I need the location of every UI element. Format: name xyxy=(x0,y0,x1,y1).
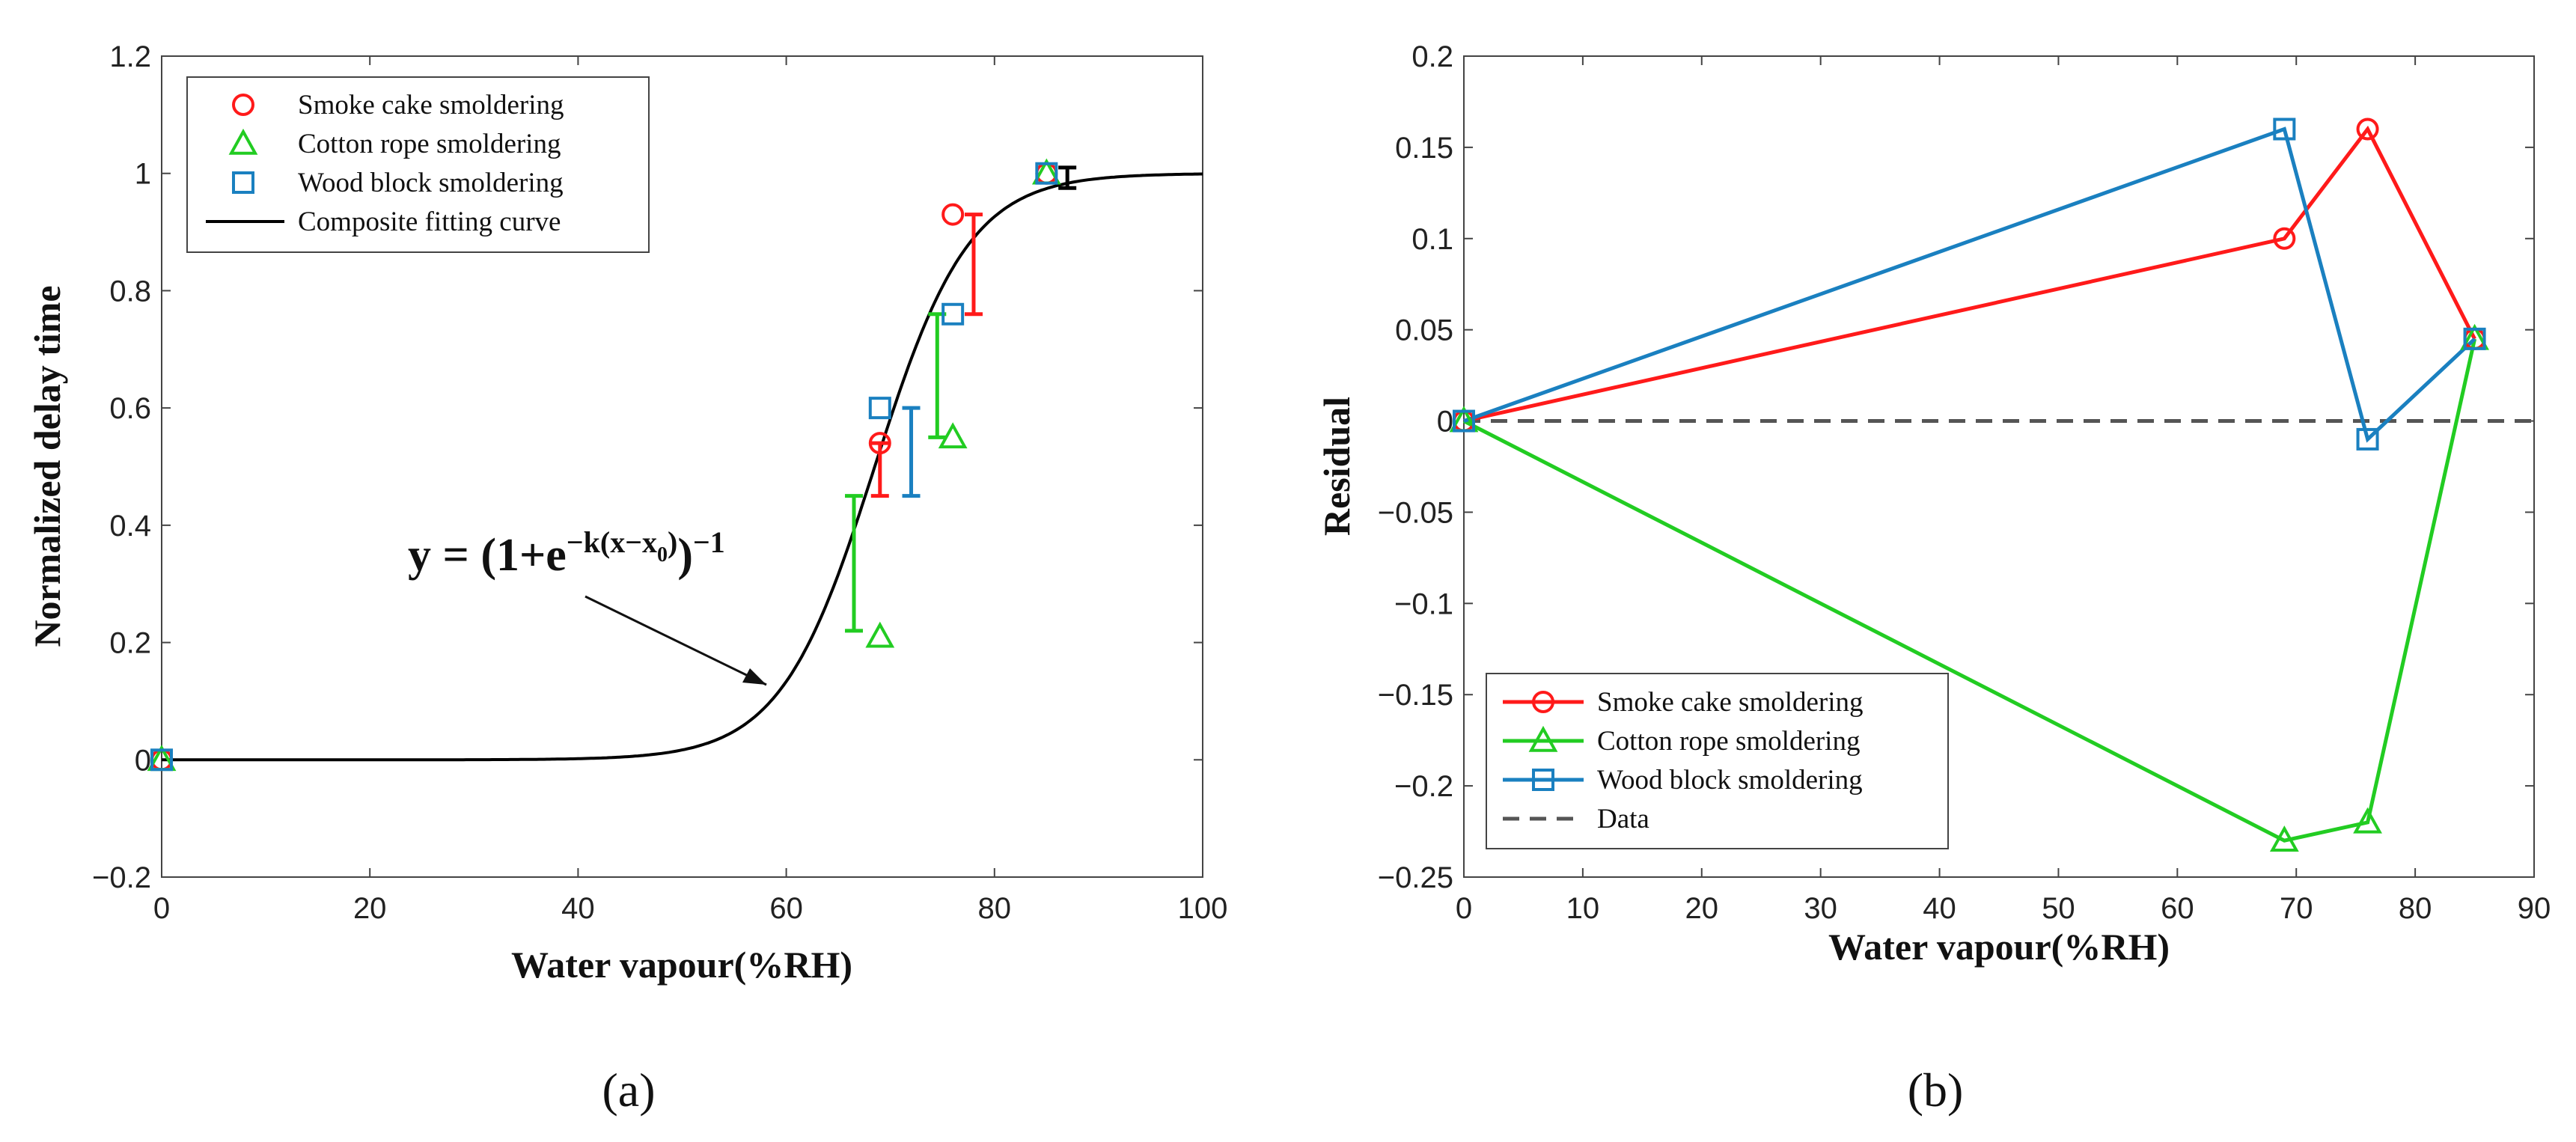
legend-item-fitting-curve: Composite fitting curve xyxy=(298,207,561,237)
fit-curve xyxy=(162,172,1203,762)
data-points-b xyxy=(1449,117,2489,852)
data-point-square xyxy=(1453,409,1475,433)
legend-key-circle xyxy=(1532,691,1554,713)
data-point-triangle xyxy=(938,422,968,449)
x-tick-label: 20 xyxy=(1685,892,1719,925)
y-tick-label: 0.6 xyxy=(109,392,151,425)
x-tick-label: 100 xyxy=(1178,892,1228,925)
legend-item-smoke-cake-b: Smoke cake smoldering xyxy=(1597,687,1864,718)
legend-item-data: Data xyxy=(1597,804,1649,834)
y-tick-label: 0.4 xyxy=(109,510,151,543)
data-point-circle xyxy=(2273,227,2296,250)
x-tick-label: 20 xyxy=(353,892,387,925)
data-point-square xyxy=(1035,162,1058,185)
legend-key-triangle xyxy=(1528,725,1558,752)
legend-item-wood-block: Wood block smoldering xyxy=(298,168,564,198)
y-tick-label: 0.1 xyxy=(1411,223,1453,256)
x-tick-label: 40 xyxy=(1923,892,1956,925)
x-tick-label: 70 xyxy=(2280,892,2313,925)
data-point-square xyxy=(868,397,891,420)
legend-item-cotton-rope-b: Cotton rope smoldering xyxy=(1597,726,1860,757)
y-axis-title-b: Residual xyxy=(1316,397,1358,536)
axis-ticks-a: 0 20 40 60 80 100−0.200.20.40.60.811.2 xyxy=(92,40,1227,925)
legend-a: Smoke cake smoldering Cotton rope smolde… xyxy=(186,76,650,253)
equation-arrow xyxy=(585,595,767,686)
error-bar xyxy=(928,312,947,439)
axis-ticks-b: 0 10 20 30 40 50 60 70 80 90 −0.25 −0.2 −0.15 −0.1 −0.… xyxy=(1378,40,2551,925)
x-tick-label: 10 xyxy=(1566,892,1600,925)
legend-b: Smoke cake smoldering Cotton rope smolde… xyxy=(1486,673,1949,849)
legend-key-triangle xyxy=(228,128,258,155)
x-tick-label: 80 xyxy=(978,892,1012,925)
legend-item-wood-block-b: Wood block smoldering xyxy=(1597,765,1863,796)
fit-curve-group xyxy=(162,172,1203,762)
x-tick-label: 0 xyxy=(153,892,170,925)
y-axis-title-a: Normalized delay time xyxy=(26,285,68,647)
equation-annotation: y = (1+e−k(x−x0))−1 xyxy=(408,525,725,581)
data-point-square xyxy=(941,302,965,326)
y-tick-label: −0.2 xyxy=(1394,770,1453,803)
series-line xyxy=(1462,338,2477,843)
plot-frame-a xyxy=(161,55,1203,878)
error-bar xyxy=(845,494,864,633)
series-line xyxy=(1463,126,2476,443)
x-axis-title-b: Water vapour(%RH) xyxy=(1828,926,2170,968)
y-tick-label: 0.15 xyxy=(1395,132,1453,165)
data-point-circle xyxy=(868,432,891,455)
legend-a-keys xyxy=(206,94,284,223)
panel-b: 0 10 20 30 40 50 60 70 80 90 −0.25 −0.2 −0.15 −0.1 −0.… xyxy=(1316,40,2551,1117)
data-point-triangle xyxy=(2269,825,2299,852)
y-tick-label: −0.15 xyxy=(1378,679,1453,712)
legend-b-keys xyxy=(1503,691,1584,821)
data-point-square xyxy=(2463,327,2486,350)
x-axis-title-a: Water vapour(%RH) xyxy=(511,944,852,986)
y-tick-label: −0.1 xyxy=(1394,587,1453,620)
y-tick-label: 1.2 xyxy=(109,40,151,73)
y-tick-label: 0.05 xyxy=(1395,314,1453,347)
x-tick-label: 80 xyxy=(2399,892,2432,925)
data-point-triangle xyxy=(2353,807,2382,834)
legend-key-square xyxy=(1532,769,1554,791)
y-tick-label: 0 xyxy=(1437,406,1453,439)
data-point-circle xyxy=(2356,117,2379,141)
x-tick-label: 60 xyxy=(769,892,803,925)
x-tick-label: 90 xyxy=(2518,892,2551,925)
x-tick-label: 40 xyxy=(561,892,595,925)
error-bar xyxy=(964,213,983,317)
series-line xyxy=(1463,125,2476,424)
legend-item-cotton-rope: Cotton rope smoldering xyxy=(298,129,561,159)
y-tick-label: −0.05 xyxy=(1378,496,1453,529)
data-point-triangle xyxy=(865,621,895,648)
y-tick-label: 1 xyxy=(135,158,151,191)
y-tick-label: 0 xyxy=(135,744,151,777)
data-points-a xyxy=(147,158,1061,772)
panel-label-a: (a) xyxy=(602,1063,655,1117)
legend-key-circle xyxy=(232,94,254,116)
legend-item-smoke-cake: Smoke cake smoldering xyxy=(298,90,564,120)
x-tick-label: 60 xyxy=(2161,892,2194,925)
data-point-circle xyxy=(941,203,965,226)
y-tick-label: −0.2 xyxy=(92,861,151,894)
panel-a: 0 20 40 60 80 100−0.200.20.40.60.811.2 y = (1… xyxy=(26,40,1227,1117)
data-point-square xyxy=(2273,117,2296,141)
y-tick-label: 0.2 xyxy=(1411,40,1453,73)
x-tick-label: 0 xyxy=(1456,892,1472,925)
y-tick-label: −0.25 xyxy=(1378,861,1453,894)
panel-label-b: (b) xyxy=(1908,1063,1964,1117)
error-bar xyxy=(902,406,921,498)
legend-key-square xyxy=(232,171,254,194)
data-point-square xyxy=(150,748,173,772)
error-bar xyxy=(1058,165,1077,190)
plot-frame-b xyxy=(1463,55,2535,878)
y-tick-label: 0.2 xyxy=(109,627,151,660)
series-lines-b xyxy=(1462,125,2477,843)
x-tick-label: 50 xyxy=(2042,892,2075,925)
x-tick-label: 30 xyxy=(1804,892,1837,925)
y-tick-label: 0.8 xyxy=(109,275,151,308)
data-point-square xyxy=(2356,427,2379,451)
